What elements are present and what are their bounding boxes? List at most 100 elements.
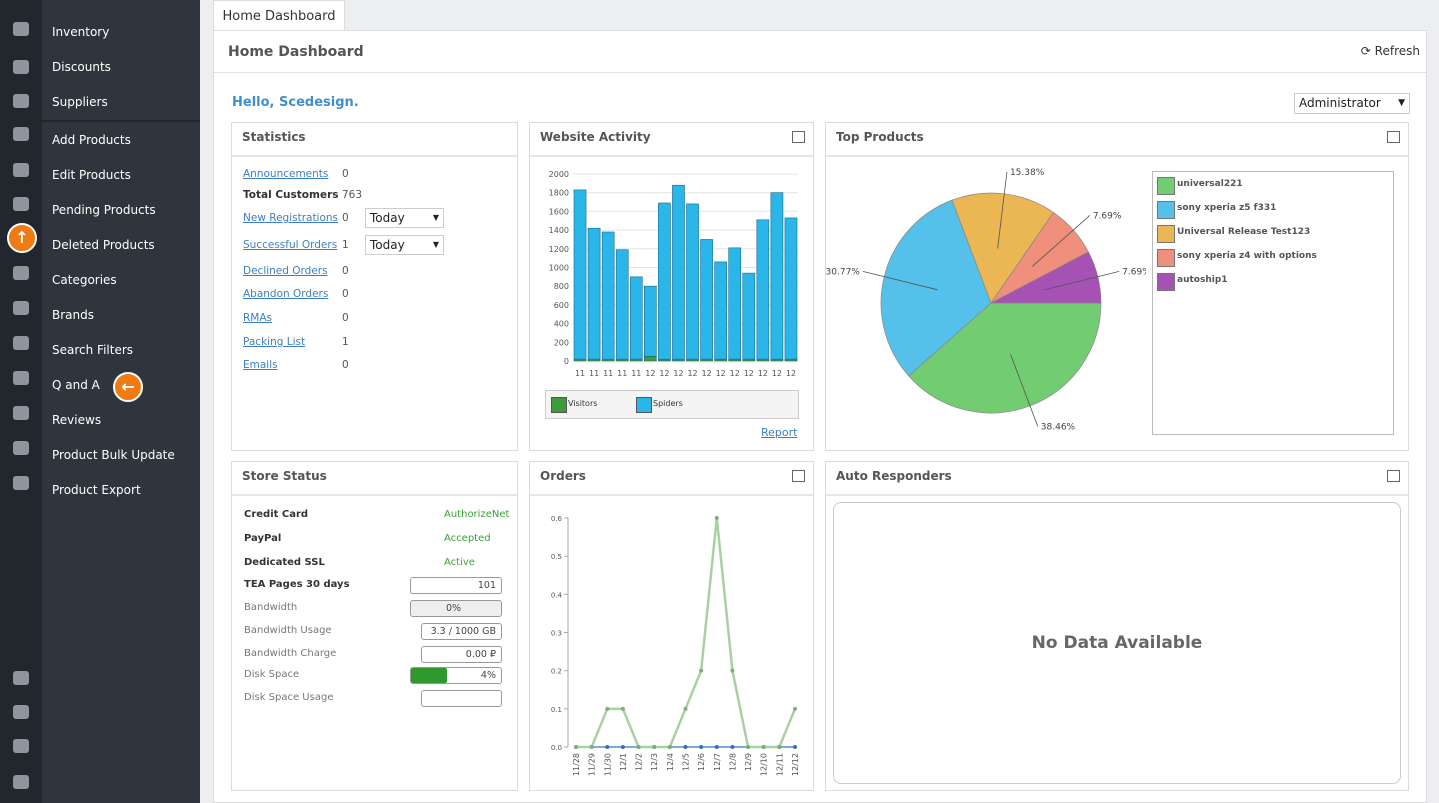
x-tick-label: 12 [772,369,782,378]
widget-title: Auto Responders [826,462,1408,496]
slice-label: 15.38% [1010,168,1045,178]
stat-label[interactable]: New Registrations [243,212,339,224]
x-tick-label: 12/5 [682,753,691,771]
nav-icon[interactable] [13,775,29,789]
stat-value: 763 [342,189,363,201]
y-tick-label: 600 [554,301,569,310]
y-tick-label: 0.5 [551,553,562,561]
legend-swatch [551,397,567,413]
status-box [421,690,502,707]
menu-item[interactable]: Deleted Products [52,238,155,252]
y-tick-label: 0.1 [551,706,562,714]
menu-item[interactable]: Search Filters [52,343,134,357]
role-select-value[interactable]: Administrator [1299,96,1381,110]
x-tick-label: 12/12 [791,753,800,776]
status-value: Accepted [444,533,491,544]
nav-icon[interactable] [13,301,29,315]
x-tick-label: 11 [589,369,599,378]
menu-item[interactable]: Pending Products [52,203,156,217]
legend-label: sony xperia z4 with options [1177,251,1317,261]
nav-icon[interactable] [13,22,29,36]
nav-icon[interactable] [13,266,29,280]
stat-label[interactable]: Declined Orders [243,265,328,277]
menu-item[interactable]: Edit Products [52,168,131,182]
bar-segment [629,276,643,360]
stat-label[interactable]: Announcements [243,168,329,180]
menu-item[interactable]: Suppliers [52,95,108,109]
legend-label: universal221 [1177,179,1243,189]
order-point [730,668,735,673]
select-arrow: ▼ [432,240,439,249]
nav-icon[interactable] [13,705,29,719]
menu-item[interactable]: Categories [52,273,117,287]
period-select[interactable]: Today ▼ [365,208,444,228]
x-tick-label: 12 [673,369,683,378]
collapse-badge[interactable]: ← [113,372,143,402]
order-point [574,745,578,749]
expand-icon[interactable] [792,470,805,482]
period-select-value[interactable]: Today [370,211,405,225]
y-tick-label: 1600 [549,207,569,216]
x-tick-label: 12 [687,369,697,378]
order-point [793,706,797,711]
order-point [730,745,735,749]
nav-icon[interactable] [13,163,29,177]
status-box-value: 0.00 ₽ [465,649,496,660]
nav-icon[interactable] [13,406,29,420]
refresh-label[interactable]: Refresh [1374,44,1420,58]
nav-icon[interactable] [13,197,29,211]
bar-segment [644,285,657,357]
status-box-value: 3.3 / 1000 GB [430,626,496,637]
expand-icon[interactable] [792,131,805,143]
expand-icon[interactable] [1387,470,1400,482]
legend-label: autoship1 [1177,275,1228,285]
stat-label[interactable]: Successful Orders [243,239,338,251]
empty-message: No Data Available [1031,633,1203,653]
period-select-value[interactable]: Today [370,238,405,252]
period-select[interactable]: Today ▼ [365,235,444,255]
nav-icon[interactable] [13,60,29,74]
empty-box: No Data Available [833,502,1401,784]
divider [214,72,1426,73]
bar-segment [700,239,713,360]
stat-label[interactable]: Abandon Orders [243,288,329,300]
order-point [793,745,797,749]
menu-item[interactable]: Product Bulk Update [52,448,175,462]
upload-badge[interactable]: ↑ [7,223,37,253]
stat-label[interactable]: Emails [243,359,278,371]
role-select[interactable]: Administrator ▼ [1294,93,1410,114]
stat-label[interactable]: RMAs [243,312,273,324]
nav-icon[interactable] [13,127,29,141]
menu-item[interactable]: Reviews [52,413,102,427]
nav-icon[interactable] [13,739,29,753]
menu-item[interactable]: Q and A [52,378,100,392]
nav-icon[interactable] [13,371,29,385]
menu-item[interactable]: Inventory [52,25,110,39]
slice-label: 38.46% [1041,422,1076,432]
nav-icon[interactable] [13,94,29,108]
order-point [667,745,672,749]
report-link[interactable]: Report [761,426,798,439]
legend-swatch [1157,201,1175,219]
menu-item[interactable]: Add Products [52,133,131,147]
status-box: 0% [410,600,502,617]
x-tick-label: 12 [659,369,669,378]
refresh-button[interactable]: ⟳ Refresh [1360,44,1420,58]
pie-chart: 38.46% 30.77% 15.38% 7.69% 7.69% [826,168,1146,432]
menu-item[interactable]: Brands [52,308,94,322]
expand-icon[interactable] [1387,131,1400,143]
nav-icon[interactable] [13,671,29,685]
nav-icon[interactable] [13,476,29,490]
stat-label[interactable]: Packing List [243,336,306,348]
tab[interactable]: Home Dashboard [213,0,345,31]
nav-icon[interactable] [13,441,29,455]
status-box: 0.00 ₽ [421,646,502,663]
status-box-value: 0% [445,603,462,614]
menu-item[interactable]: Product Export [52,483,141,497]
store-status-widget: Store Status Credit Card AuthorizeNet PayPa… [231,461,518,791]
nav-icon[interactable] [13,336,29,350]
order-point [605,706,610,711]
menu-item[interactable]: Discounts [52,60,111,74]
legend: Visitors Spiders [545,390,799,419]
status-label: Bandwidth Usage [244,625,332,636]
